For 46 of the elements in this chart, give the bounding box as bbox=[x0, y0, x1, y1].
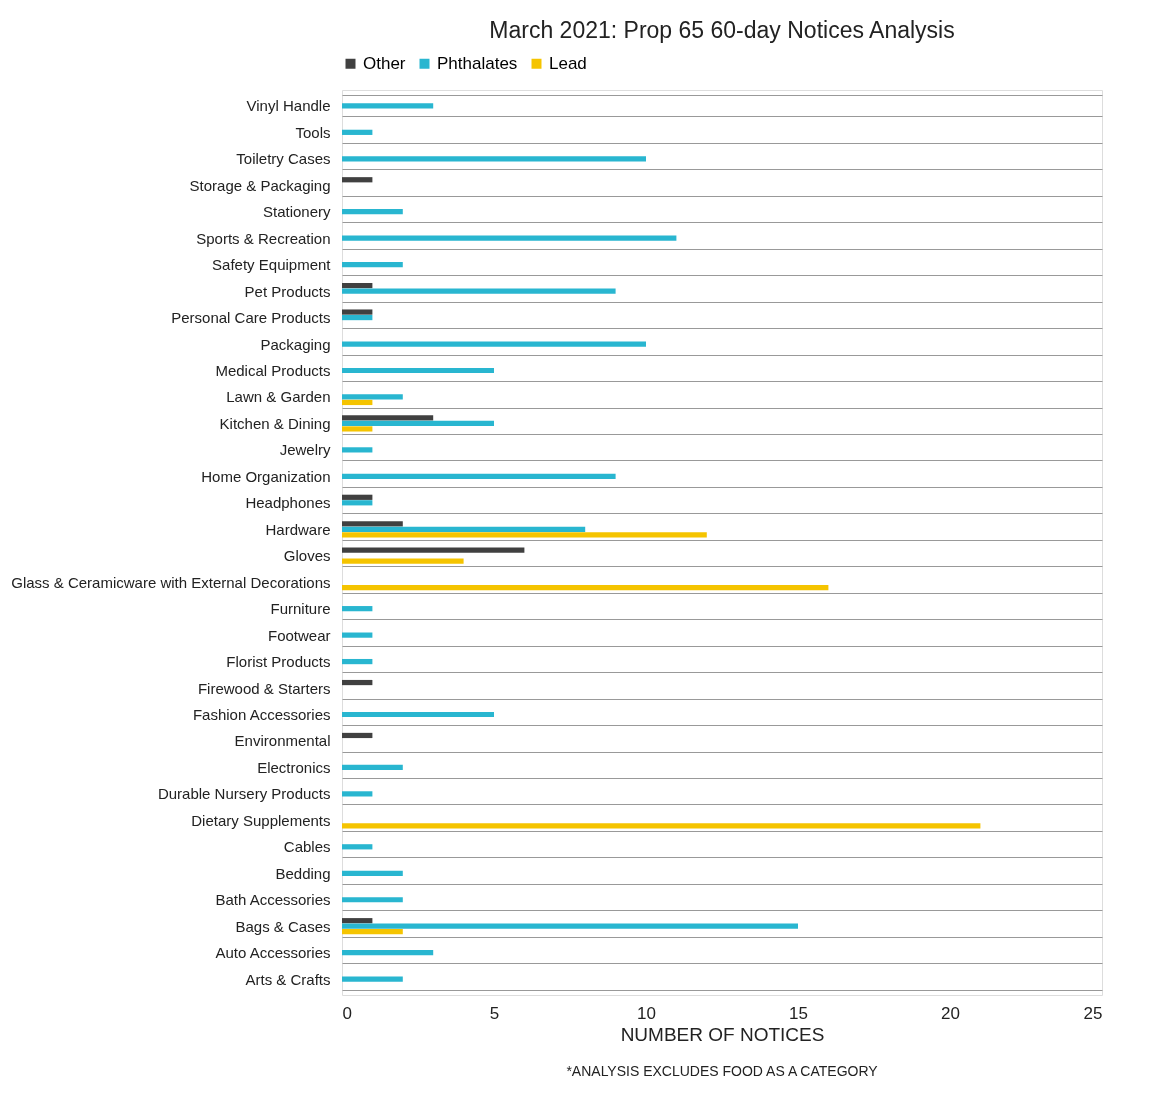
y-tick-label: Safety Equipment bbox=[212, 256, 332, 274]
text: *ANALYSIS EXCLUDES FOOD AS A CATEGORY bbox=[566, 1063, 879, 1079]
y-tick-label: Toiletry Cases bbox=[236, 150, 331, 168]
y-tick-label: Stationery bbox=[262, 203, 331, 221]
y-tick-label: Arts & Crafts bbox=[245, 970, 331, 988]
y-tick-label: Florist Products bbox=[226, 653, 331, 671]
y-tick-label: Environmental bbox=[234, 732, 331, 750]
y-tick-label: Kitchen & Dining bbox=[219, 414, 331, 432]
y-tick-label: Tools bbox=[295, 123, 331, 141]
y-tick-label: Storage & Packaging bbox=[189, 176, 331, 194]
y-tick-label: Durable Nursery Products bbox=[157, 785, 331, 803]
y-tick-label: Bags & Cases bbox=[235, 917, 331, 935]
x-tick-label: 0 bbox=[342, 1003, 352, 1023]
y-tick-label: Dietary Supplements bbox=[191, 811, 331, 829]
y-tick-label: Firewood & Starters bbox=[197, 679, 331, 697]
x-tick-label: 15 bbox=[789, 1003, 808, 1023]
y-tick-label: Furniture bbox=[270, 600, 331, 618]
y-tick-label: Cables bbox=[283, 838, 331, 856]
y-tick-label: Pet Products bbox=[244, 282, 331, 300]
y-tick-label: Jewelry bbox=[279, 441, 331, 459]
y-tick-label: Personal Care Products bbox=[171, 309, 331, 327]
y-tick-label: Bath Accessories bbox=[215, 891, 331, 909]
y-tick-label: Sports & Recreation bbox=[196, 229, 331, 247]
x-tick-label: 25 bbox=[1083, 1003, 1103, 1023]
legend-label: Other bbox=[363, 53, 406, 73]
chart-title: March 2021: Prop 65 60-day Notices Analysis bbox=[489, 17, 955, 43]
y-tick-label: Fashion Accessories bbox=[192, 706, 331, 723]
x-tick-label: 20 bbox=[941, 1003, 960, 1023]
x-axis-title: NUMBER OF NOTICES bbox=[620, 1023, 825, 1045]
y-tick-label: Packaging bbox=[260, 335, 331, 353]
y-tick-label: Hardware bbox=[265, 520, 331, 538]
y-tick-label: Auto Accessories bbox=[215, 944, 331, 962]
y-tick-label: Footwear bbox=[267, 626, 331, 644]
y-tick-label: Glass & Ceramicware with External Decorations bbox=[11, 573, 331, 591]
y-tick-label: Headphones bbox=[245, 494, 331, 512]
legend-label: Phthalates bbox=[437, 53, 518, 73]
y-tick-label: Bedding bbox=[275, 864, 331, 882]
y-tick-label: Lawn & Garden bbox=[226, 388, 331, 406]
x-tick-label: 10 bbox=[637, 1003, 656, 1023]
x-tick-label: 5 bbox=[489, 1003, 500, 1023]
y-tick-label: Gloves bbox=[283, 547, 331, 565]
legend-label: Lead bbox=[549, 53, 587, 73]
y-tick-label: Medical Products bbox=[215, 362, 331, 379]
y-tick-label: Home Organization bbox=[201, 467, 331, 485]
y-tick-label: Vinyl Handle bbox=[246, 97, 331, 115]
y-tick-label: Electronics bbox=[257, 758, 331, 776]
